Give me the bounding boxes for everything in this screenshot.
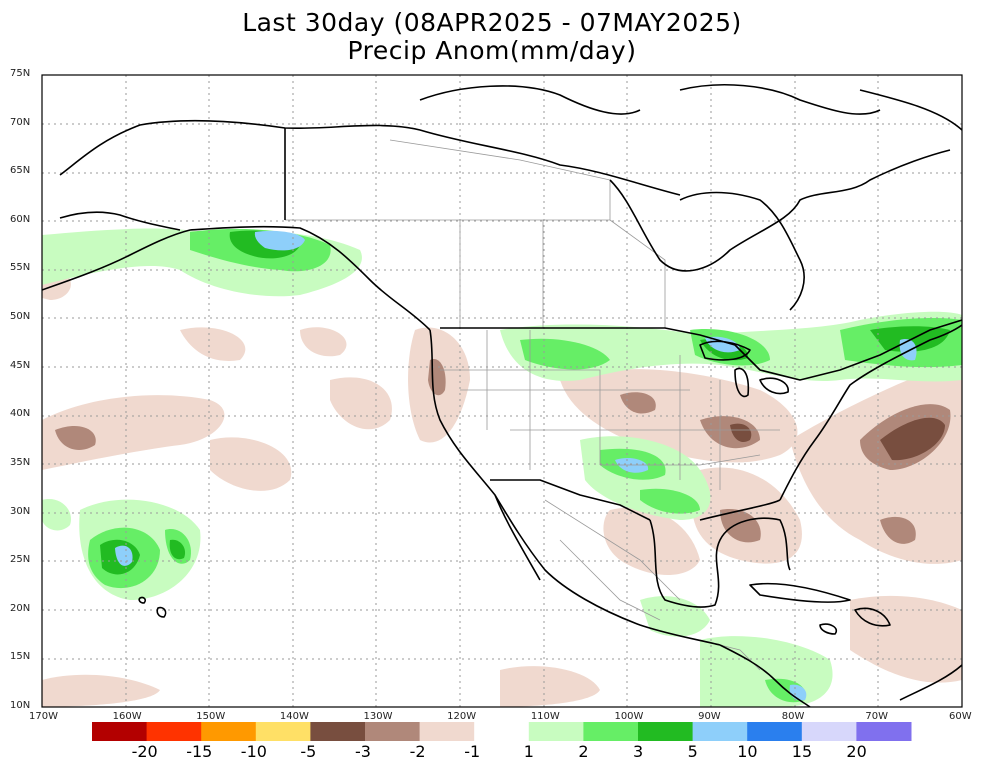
colorbar-label: -5 <box>300 742 317 761</box>
colorbar-label: -1 <box>464 742 481 761</box>
lat-label: 50N <box>10 311 31 323</box>
lon-label: 100W <box>614 711 644 722</box>
colorbar-label: 15 <box>791 742 813 761</box>
colorbar-swatch <box>801 722 857 741</box>
lat-label: 30N <box>10 505 31 517</box>
lat-label: 10N <box>10 700 31 711</box>
colorbar-swatch <box>146 722 202 741</box>
lat-label: 45N <box>10 359 31 371</box>
colorbar-label: 20 <box>846 742 867 761</box>
very-wet-anomaly-areas <box>115 230 917 701</box>
lat-label: 55N <box>10 262 31 274</box>
title-line-2: Precip Anom(mm/day) <box>347 36 637 65</box>
colorbar-label: -3 <box>355 742 371 761</box>
lon-label: 60W <box>949 711 972 722</box>
colorbar-label: 10 <box>737 742 758 761</box>
lat-label: 40N <box>10 408 31 420</box>
title-line-1: Last 30day (08APR2025 - 07MAY2025) <box>242 8 742 37</box>
colorbar-label: -20 <box>131 742 158 761</box>
map-background <box>42 75 962 707</box>
lat-label: 15N <box>10 651 31 663</box>
political-borders <box>285 139 780 671</box>
lat-label: 65N <box>10 165 31 177</box>
lon-label: 80W <box>781 711 805 722</box>
colorbar-swatch <box>528 722 584 741</box>
colorbar <box>92 722 912 741</box>
lon-label: 130W <box>363 711 393 722</box>
lon-label: 150W <box>196 711 226 722</box>
lon-label: 140W <box>279 711 309 722</box>
colorbar-label: 1 <box>523 742 534 761</box>
lat-label: 25N <box>10 554 31 566</box>
colorbar-swatch <box>747 722 803 741</box>
colorbar-swatch <box>201 722 257 741</box>
lat-label: 75N <box>10 68 31 79</box>
colorbar-label: 2 <box>578 742 589 761</box>
colorbar-label: -10 <box>240 742 267 761</box>
lon-label: 160W <box>112 711 142 722</box>
colorbar-label: 5 <box>687 742 698 761</box>
colorbar-swatch <box>310 722 366 741</box>
lon-label: 110W <box>530 711 560 722</box>
colorbar-swatch <box>474 722 530 741</box>
map-frame <box>41 74 963 708</box>
colorbar-swatch <box>419 722 475 741</box>
colorbar-label: -2 <box>409 742 426 761</box>
colorbar-swatch <box>638 722 694 741</box>
lon-label: 70W <box>865 711 888 722</box>
colorbar-label: -15 <box>186 742 213 761</box>
lat-label: 60N <box>10 213 31 225</box>
colorbar-swatch <box>92 722 148 741</box>
lon-label: 120W <box>447 711 477 722</box>
coastlines <box>42 84 962 707</box>
colorbar-swatch <box>365 722 421 741</box>
lat-label: 70N <box>10 116 31 128</box>
lat-label: 20N <box>10 602 31 614</box>
colorbar-swatch <box>692 722 748 741</box>
lon-label: 170W <box>29 711 58 722</box>
lon-label: 90W <box>698 711 721 722</box>
colorbar-swatch <box>255 722 311 741</box>
colorbar-swatch <box>583 722 639 741</box>
very-dry-anomaly-areas <box>730 417 945 461</box>
colorbar-swatch <box>856 722 912 741</box>
lat-label: 35N <box>10 456 31 468</box>
colorbar-label: 3 <box>633 742 644 761</box>
